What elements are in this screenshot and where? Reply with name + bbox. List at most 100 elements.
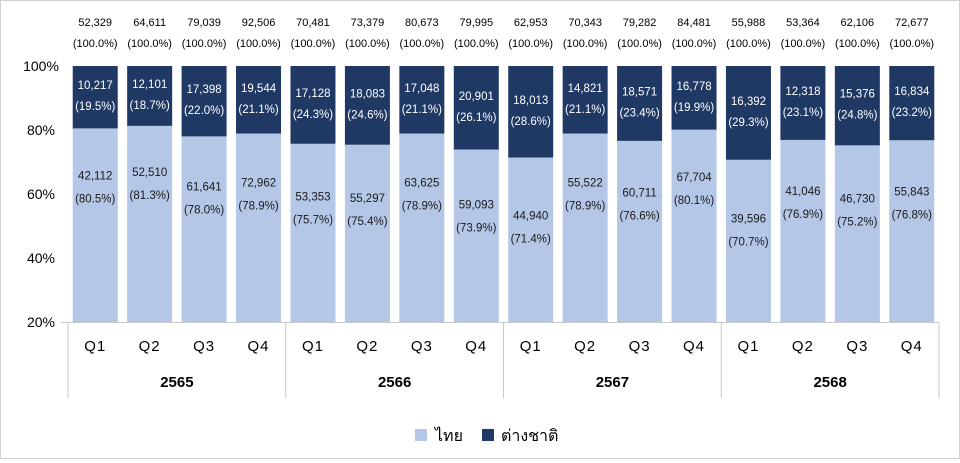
bar-thai — [453, 149, 499, 322]
x-tick-label: Q2 — [139, 338, 161, 355]
data-label-foreign-percent: (23.4%) — [619, 107, 659, 119]
data-label-foreign-percent: (21.1%) — [238, 104, 278, 116]
data-label-thai-value: 55,843 — [894, 187, 929, 199]
data-label-thai-value: 55,522 — [568, 177, 603, 189]
data-label-total-percent: (100.0%) — [726, 38, 771, 50]
x-group-label: 2567 — [596, 374, 629, 391]
data-label-total-percent: (100.0%) — [236, 38, 281, 50]
data-label-thai-value: 67,704 — [676, 172, 712, 184]
data-label-foreign-value: 12,318 — [785, 86, 820, 98]
data-label-thai-percent: (70.7%) — [728, 236, 768, 248]
x-tick-label: Q3 — [411, 338, 433, 355]
bar-foreign — [671, 66, 717, 130]
data-label-thai-value: 39,596 — [731, 213, 766, 225]
x-tick-label: Q1 — [84, 338, 106, 355]
data-label-foreign-percent: (21.1%) — [402, 104, 442, 116]
y-tick-label: 100% — [23, 58, 59, 74]
data-label-foreign-percent: (29.3%) — [728, 117, 768, 129]
data-label-thai-percent: (80.5%) — [75, 193, 115, 205]
bar-thai — [562, 133, 608, 322]
data-label-thai-percent: (75.2%) — [837, 217, 877, 229]
data-label-foreign-percent: (26.1%) — [456, 112, 496, 124]
data-label-foreign-value: 18,083 — [350, 88, 385, 100]
data-label-thai-percent: (78.0%) — [184, 204, 224, 216]
bar-thai — [127, 125, 173, 322]
data-label-foreign-percent: (23.2%) — [892, 107, 932, 119]
data-label-total: 70,481 — [296, 17, 330, 29]
bar-foreign — [127, 66, 173, 126]
data-label-total: 73,379 — [351, 17, 385, 29]
x-group-label: 2568 — [813, 374, 846, 391]
data-label-foreign-value: 15,376 — [840, 89, 875, 101]
data-label-total-percent: (100.0%) — [508, 38, 553, 50]
data-label-thai-value: 61,641 — [187, 181, 222, 193]
data-label-foreign-percent: (19.9%) — [674, 102, 714, 114]
data-label-total-percent: (100.0%) — [182, 38, 227, 50]
bar-thai — [181, 136, 227, 322]
bar-thai — [344, 144, 390, 322]
data-label-thai-percent: (78.9%) — [402, 200, 442, 212]
data-label-total: 79,282 — [623, 17, 657, 29]
data-label-thai-value: 60,711 — [622, 188, 656, 200]
bar-thai — [508, 157, 554, 322]
data-label-foreign-percent: (23.1%) — [783, 107, 823, 119]
data-label-total: 80,673 — [405, 17, 439, 29]
legend-label-foreign: ต่างชาติ — [501, 428, 558, 445]
data-label-foreign-percent: (24.6%) — [347, 109, 387, 121]
x-tick-label: Q3 — [193, 338, 215, 355]
data-label-foreign-value: 12,101 — [132, 79, 167, 91]
x-tick-label: Q1 — [520, 338, 542, 355]
data-label-total-percent: (100.0%) — [454, 38, 499, 50]
data-label-foreign-value: 18,013 — [513, 95, 548, 107]
bar-foreign — [780, 66, 826, 140]
data-label-total-percent: (100.0%) — [291, 38, 336, 50]
data-label-foreign-value: 19,544 — [241, 83, 277, 95]
data-label-total: 62,953 — [514, 17, 548, 29]
data-label-thai-value: 44,940 — [513, 210, 548, 222]
x-tick-label: Q3 — [846, 338, 868, 355]
x-tick-label: Q1 — [302, 338, 324, 355]
data-label-foreign-value: 16,392 — [731, 96, 766, 108]
data-label-thai-percent: (71.4%) — [511, 233, 551, 245]
data-label-foreign-value: 18,571 — [622, 86, 657, 98]
legend-label-thai: ไทย — [433, 426, 463, 445]
data-label-total: 55,988 — [732, 17, 766, 29]
data-label-thai-value: 72,962 — [241, 177, 276, 189]
data-label-thai-percent: (73.9%) — [456, 222, 496, 234]
x-tick-label: Q1 — [737, 338, 759, 355]
data-label-thai-percent: (75.4%) — [347, 216, 387, 228]
data-label-thai-value: 55,297 — [350, 193, 385, 205]
bar-foreign — [453, 66, 499, 150]
data-label-foreign-percent: (19.5%) — [75, 101, 115, 113]
bar-foreign — [181, 66, 227, 137]
bar-foreign — [290, 66, 336, 144]
bar-foreign — [889, 66, 935, 141]
data-label-total-percent: (100.0%) — [127, 38, 172, 50]
data-label-total: 79,995 — [459, 17, 493, 29]
data-label-foreign-value: 17,398 — [187, 84, 222, 96]
data-label-thai-percent: (81.3%) — [130, 190, 170, 202]
bar-foreign — [725, 66, 771, 160]
data-label-total-percent: (100.0%) — [835, 38, 880, 50]
bar-thai — [834, 145, 880, 322]
y-tick-label: 20% — [27, 314, 55, 330]
data-label-foreign-percent: (21.1%) — [565, 104, 605, 116]
data-label-thai-percent: (80.1%) — [674, 195, 714, 207]
bar-foreign — [562, 66, 608, 134]
data-label-total: 62,106 — [841, 17, 875, 29]
data-label-total-percent: (100.0%) — [889, 38, 934, 50]
data-label-thai-percent: (76.9%) — [783, 209, 823, 221]
data-label-total: 72,677 — [895, 17, 929, 29]
data-label-total: 53,364 — [786, 17, 820, 29]
data-label-foreign-percent: (22.0%) — [184, 105, 224, 117]
x-group-label: 2565 — [160, 374, 193, 391]
data-label-thai-value: 52,510 — [132, 167, 167, 179]
bar-foreign — [344, 66, 390, 145]
data-label-foreign-value: 17,048 — [404, 83, 439, 95]
data-label-foreign-percent: (18.7%) — [130, 100, 170, 112]
data-label-total-percent: (100.0%) — [617, 38, 662, 50]
bar-foreign — [399, 66, 445, 134]
data-label-foreign-percent: (24.3%) — [293, 109, 333, 121]
data-label-thai-value: 63,625 — [404, 177, 439, 189]
